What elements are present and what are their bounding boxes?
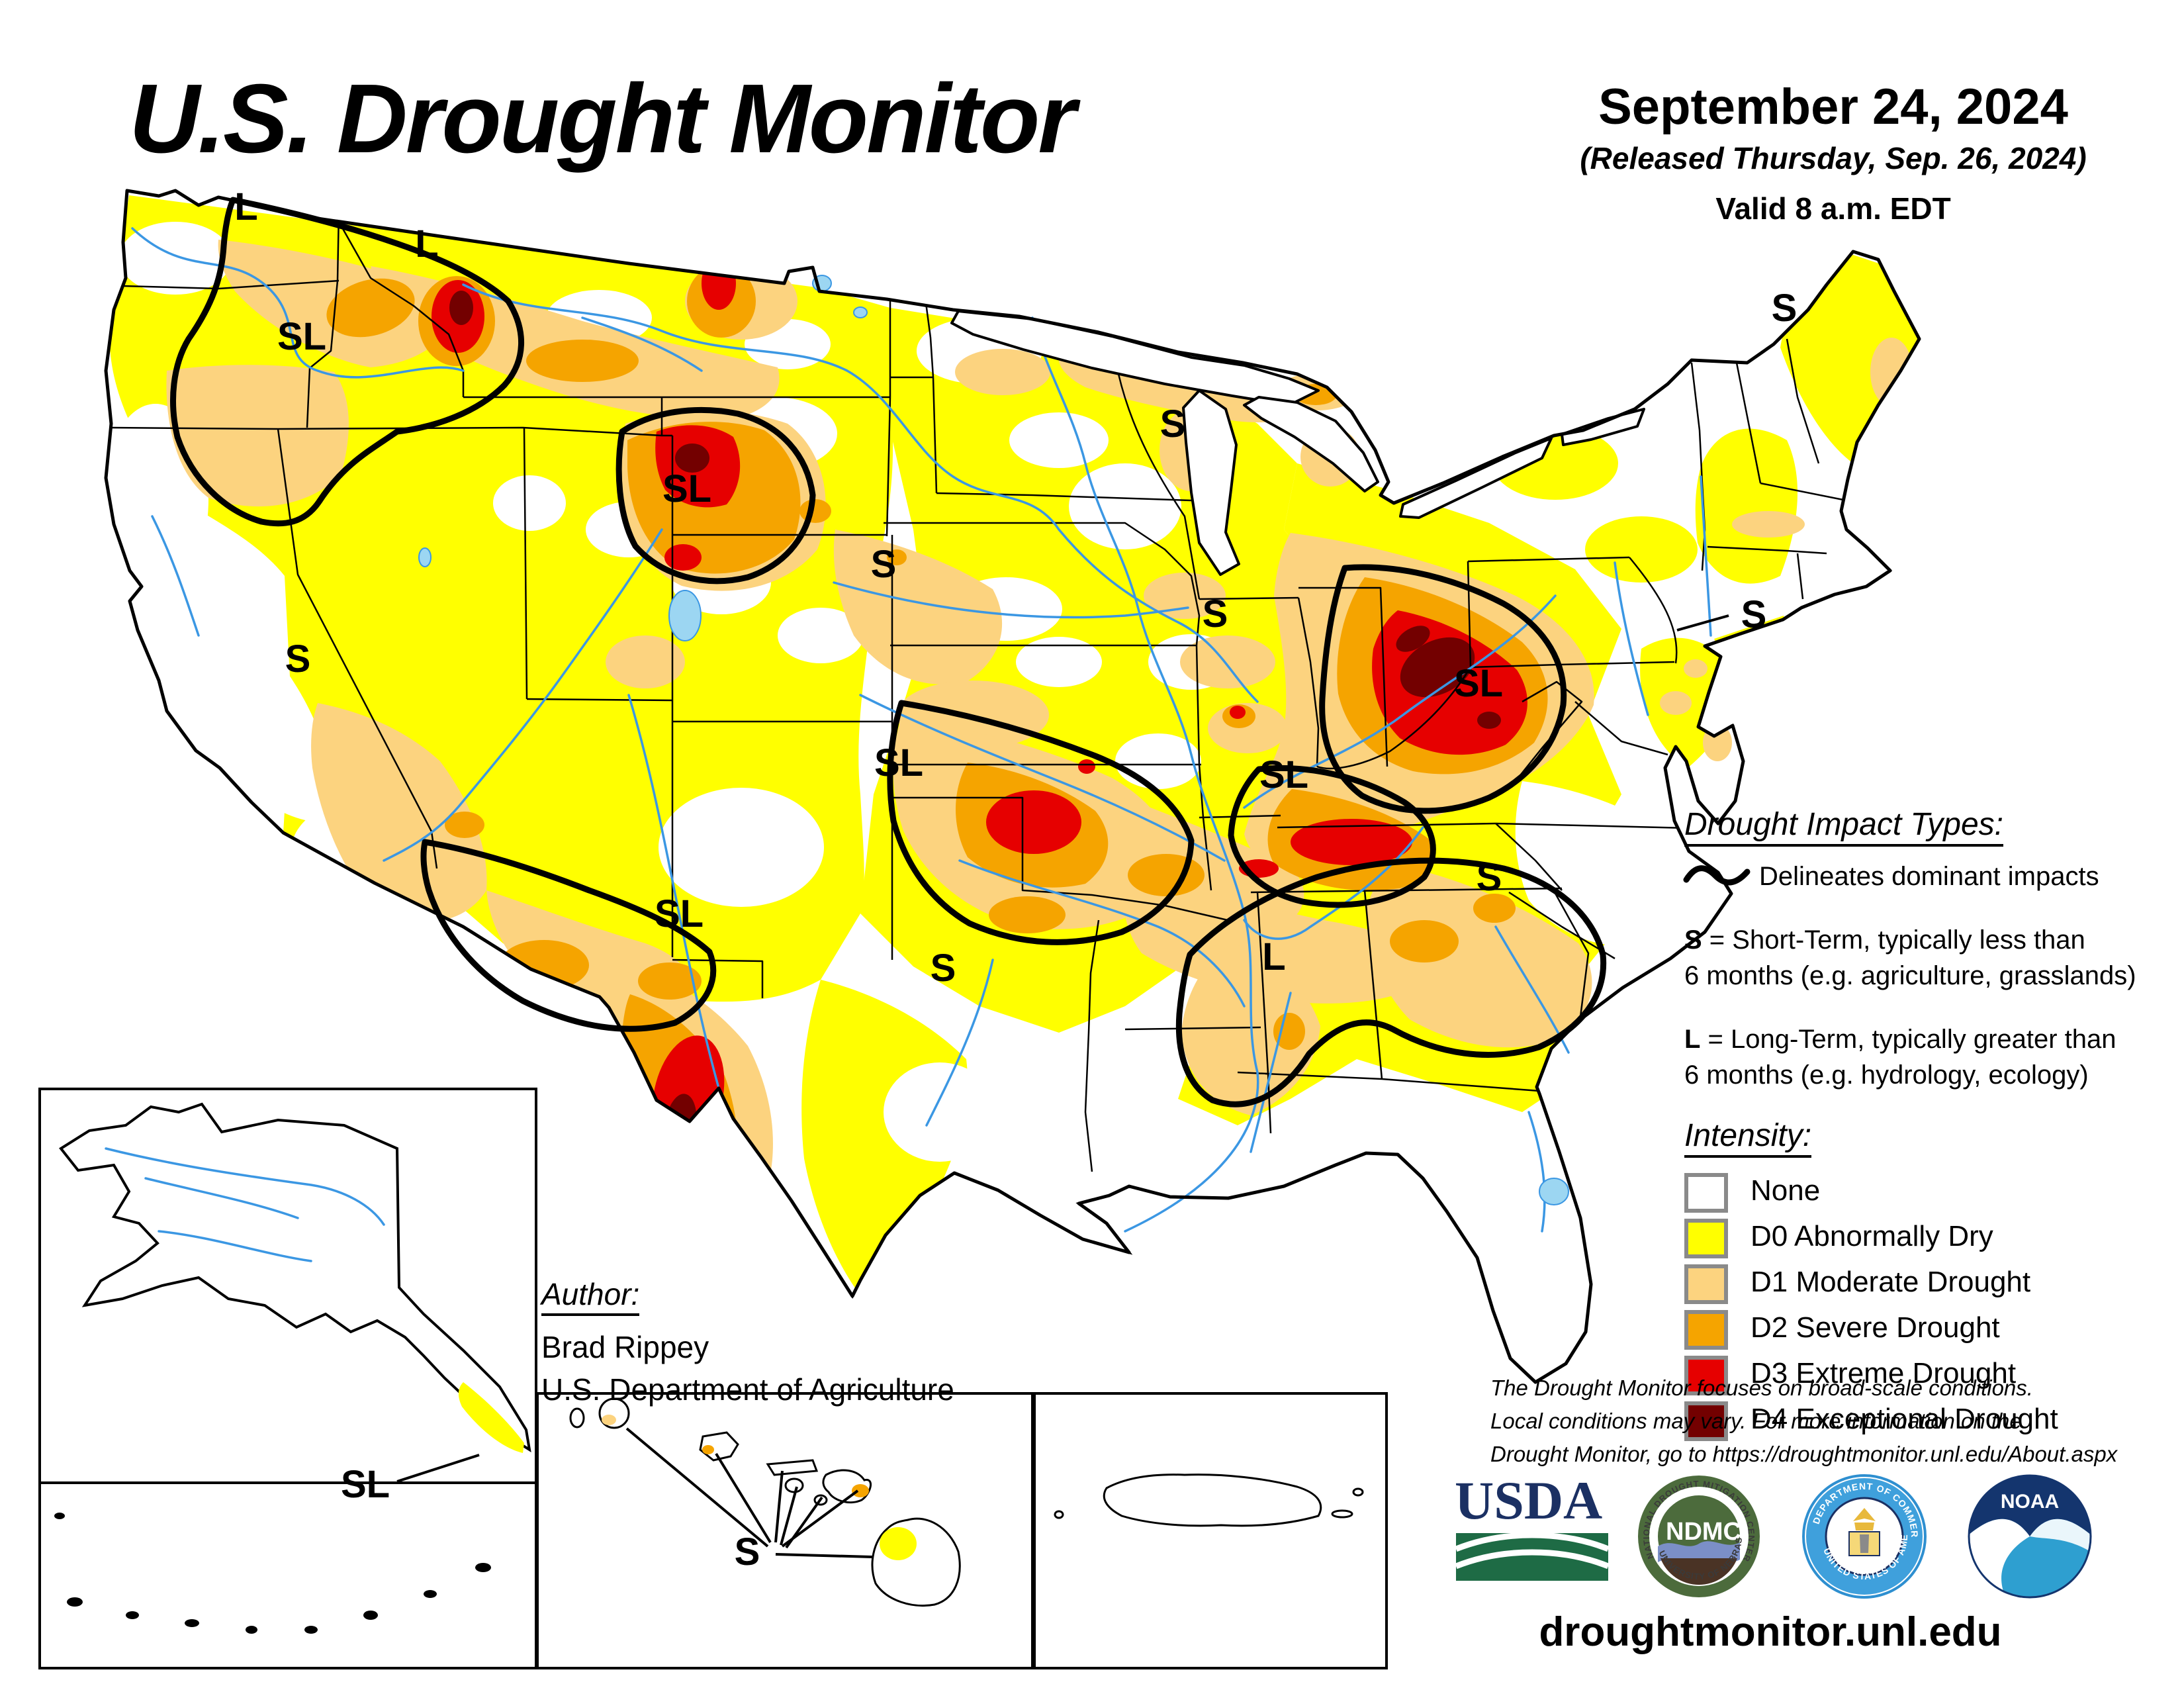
great-lakes: [950, 310, 1645, 576]
island-molokai: [766, 1459, 819, 1476]
impact-label-S-13: S: [1477, 856, 1502, 899]
label-pointer-lines: [396, 614, 1729, 1558]
legend-label-d1: D1 Moderate Drought: [1751, 1266, 2031, 1298]
long-term-text: = Long-Term, typically greater than: [1700, 1025, 2116, 1054]
swatch-d0: [1684, 1219, 1728, 1258]
noaa-circle-top: [1969, 1476, 2091, 1536]
long-term-line2: 6 months (e.g. hydrology, ecology): [1684, 1060, 2089, 1090]
impact-label-S-12: S: [1741, 593, 1767, 636]
impact-label-SL-8: SL: [1454, 662, 1503, 705]
impact-label-S-18: S: [735, 1530, 760, 1573]
short-term-line1: S = Short-Term, typically less than: [1684, 925, 2085, 955]
inset-hawaii: [536, 1392, 1034, 1669]
long-term-line1: L = Long-Term, typically greater than: [1684, 1025, 2116, 1055]
impact-label-SL-16: SL: [655, 892, 704, 935]
author-name: Brad Rippey: [541, 1330, 709, 1364]
impact-label-L-14: L: [1262, 935, 1285, 978]
map-date: September 24, 2024: [1598, 79, 2068, 135]
island-mona: [1054, 1510, 1064, 1519]
impact-label-SL-17: SL: [341, 1463, 390, 1506]
state-borders: [109, 210, 1847, 1172]
lake-michigan: [1182, 389, 1240, 576]
island-vieques: [1331, 1509, 1353, 1519]
disclaimer-line3: Drought Monitor, go to https://droughtmo…: [1490, 1442, 2118, 1466]
swatch-d2: [1684, 1310, 1728, 1350]
swatch-d4: [1684, 1401, 1728, 1441]
pointer-line-5: [780, 1486, 798, 1546]
impact-label-SL-2: SL: [277, 315, 326, 358]
noaa-logo-text: NOAA: [2001, 1491, 2059, 1513]
impact-types-heading: Drought Impact Types:: [1684, 806, 2003, 847]
pointer-line-7: [781, 1489, 859, 1548]
inset-alaska: [38, 1088, 537, 1669]
disclaimer-line1: The Drought Monitor focuses on broad-sca…: [1490, 1376, 2033, 1400]
valid-time: Valid 8 a.m. EDT: [1715, 191, 1951, 226]
pointer-line-2: [625, 1427, 769, 1548]
legend-label-d0: D0 Abnormally Dry: [1751, 1220, 1993, 1252]
impact-label-L-1: L: [415, 222, 438, 265]
lake-huron: [1243, 396, 1379, 492]
legend-label-none: None: [1751, 1174, 1821, 1207]
long-term-letter: L: [1684, 1025, 1701, 1054]
impact-label-SL-10: SL: [1259, 753, 1308, 796]
release-date: (Released Thursday, Sep. 26, 2024): [1580, 141, 2087, 175]
alaska-d0-panhandle: [458, 1382, 524, 1453]
usda-logo-text: USDA: [1455, 1475, 1602, 1530]
alaska-landmass: [59, 1102, 531, 1453]
pointer-line-3: [715, 1452, 772, 1544]
island-puerto-rico: [1103, 1474, 1322, 1527]
inset-puerto-rico: [1033, 1392, 1388, 1669]
impact-label-S-15: S: [931, 947, 956, 990]
delineates-label: Delineates dominant impacts: [1759, 862, 2099, 891]
pointer-line-0: [1676, 614, 1729, 632]
island-niihau: [569, 1407, 585, 1429]
disclaimer-line2: Local conditions may vary. For more info…: [1490, 1409, 2022, 1433]
lake-erie: [1399, 437, 1553, 519]
legend-label-d2: D2 Severe Drought: [1751, 1311, 2000, 1344]
ndmc-logo-text: NDMC: [1666, 1518, 1741, 1546]
impact-label-SL-9: SL: [874, 741, 923, 784]
noaa-logo: NOAA: [1967, 1474, 2093, 1603]
intensity-heading: Intensity:: [1684, 1117, 1812, 1158]
legend-label-d3: D3 Extreme Drought: [1751, 1357, 2017, 1389]
short-term-text: = Short-Term, typically less than: [1702, 925, 2085, 955]
usda-logo: USDA: [1449, 1470, 1615, 1597]
pointer-line-8: [775, 1553, 873, 1558]
pointer-line-1: [396, 1454, 480, 1483]
page-title: U.S. Drought Monitor: [129, 64, 1076, 173]
usda-logo-field: [1456, 1533, 1608, 1581]
island-lanai: [784, 1477, 804, 1493]
svg-text:NDMC: NDMC: [1666, 1518, 1741, 1546]
commerce-logo: DEPARTMENT OF COMMERCE UNITED STATES OF …: [1797, 1465, 1927, 1603]
swatch-d1: [1684, 1264, 1728, 1304]
impact-label-S-4: S: [871, 543, 897, 586]
impact-label-S-6: S: [1203, 592, 1228, 635]
aleutian-islands: [54, 1513, 491, 1634]
author-org: U.S. Department of Agriculture: [541, 1372, 954, 1407]
swatch-none: [1684, 1173, 1728, 1213]
impact-label-S-7: S: [285, 637, 311, 680]
delineation-squiggle-icon: [1681, 857, 1754, 895]
impact-label-L-0: L: [234, 185, 257, 228]
rivers: [131, 227, 1712, 1233]
author-heading: Author:: [541, 1276, 640, 1316]
impact-outlines: [170, 197, 1607, 1107]
ndmc-logo: NDMC NATIONAL DROUGHT MITIGATION CENTER …: [1633, 1466, 1762, 1603]
impact-label-S-5: S: [1160, 402, 1186, 445]
island-culebra: [1352, 1487, 1364, 1497]
footer-url: droughtmonitor.unl.edu: [1539, 1609, 2002, 1655]
impact-label-SL-3: SL: [662, 467, 711, 510]
pointer-line-4: [774, 1470, 784, 1543]
impact-label-S-11: S: [1772, 287, 1797, 330]
short-term-letter: S: [1684, 925, 1702, 955]
swatch-d3: [1684, 1356, 1728, 1395]
short-term-line2: 6 months (e.g. agriculture, grasslands): [1684, 961, 2136, 990]
legend-label-d4: D4 Exceptional Drought: [1751, 1403, 2058, 1435]
